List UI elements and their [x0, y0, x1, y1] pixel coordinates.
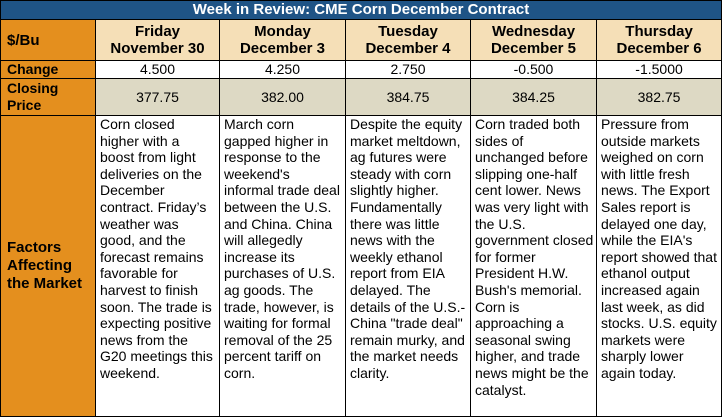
date-label: December 3	[239, 40, 326, 57]
header-row: $/Bu Friday November 30 Monday December …	[0, 19, 723, 61]
day-header-friday: Friday November 30	[95, 19, 220, 61]
closing-price-row: Closing Price 377.75 382.00 384.75 384.2…	[0, 78, 723, 116]
factors-cell-wednesday: Corn traded both sides of unchanged befo…	[470, 115, 597, 417]
closing-value-friday: 377.75	[95, 78, 220, 116]
factors-label: Factors Affecting the Market	[0, 115, 96, 417]
factors-cell-thursday: Pressure from outside markets weighed on…	[595, 115, 723, 417]
date-label: December 6	[616, 40, 702, 57]
title-row: Week in Review: CME Corn December Contra…	[0, 0, 723, 20]
factors-text-tuesday: Despite the equity market meltdown, ag f…	[350, 116, 466, 381]
weekday-label: Wednesday	[491, 23, 576, 40]
closing-value-thursday: 382.75	[595, 78, 723, 116]
unit-label: $/Bu	[0, 19, 96, 61]
closing-value-monday: 382.00	[219, 78, 346, 116]
factors-text-monday: March corn gapped higher in response to …	[224, 116, 340, 381]
change-value-thursday: -1.5000	[595, 60, 723, 79]
weekday-label: Thursday	[625, 23, 693, 40]
factors-row: Factors Affecting the Market Corn closed…	[0, 115, 723, 417]
factors-text-wednesday: Corn traded both sides of unchanged befo…	[475, 116, 594, 398]
date-label: December 5	[490, 40, 577, 57]
closing-value-wednesday: 384.25	[470, 78, 597, 116]
factors-label-line3: the Market	[7, 275, 83, 292]
closing-value-tuesday: 384.75	[345, 78, 471, 116]
change-value-tuesday: 2.750	[345, 60, 471, 79]
closing-label-line1: Closing	[7, 80, 59, 96]
closing-label-line2: Price	[7, 97, 42, 113]
day-header-monday: Monday December 3	[219, 19, 346, 61]
factors-cell-friday: Corn closed higher with a boost from lig…	[95, 115, 220, 417]
change-value-friday: 4.500	[95, 60, 220, 79]
factors-label-line2: Affecting	[7, 257, 72, 274]
factors-cell-monday: March corn gapped higher in response to …	[219, 115, 346, 417]
weekday-label: Tuesday	[378, 23, 438, 40]
date-label: November 30	[110, 40, 205, 57]
change-value-wednesday: -0.500	[470, 60, 597, 79]
change-row: Change 4.500 4.250 2.750 -0.500 -1.5000	[0, 60, 723, 79]
weekday-label: Monday	[254, 23, 311, 40]
weekday-label: Friday	[134, 23, 180, 40]
factors-text-thursday: Pressure from outside markets weighed on…	[601, 116, 717, 381]
factors-cell-tuesday: Despite the equity market meltdown, ag f…	[345, 115, 471, 417]
day-header-wednesday: Wednesday December 5	[470, 19, 597, 61]
date-label: December 4	[365, 40, 451, 57]
factors-label-line1: Factors	[7, 239, 62, 256]
day-header-thursday: Thursday December 6	[595, 19, 723, 61]
change-value-monday: 4.250	[219, 60, 346, 79]
factors-text-friday: Corn closed higher with a boost from lig…	[100, 116, 213, 381]
change-label: Change	[0, 60, 96, 79]
table-title: Week in Review: CME Corn December Contra…	[0, 0, 723, 20]
closing-price-label: Closing Price	[0, 78, 96, 116]
day-header-tuesday: Tuesday December 4	[345, 19, 471, 61]
